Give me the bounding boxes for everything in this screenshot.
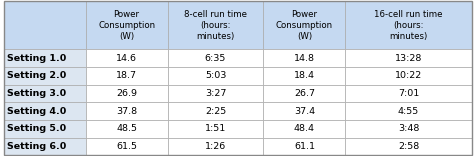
Text: 37.4: 37.4 <box>294 107 315 116</box>
Text: 3:48: 3:48 <box>398 124 419 133</box>
Text: 2:58: 2:58 <box>398 142 419 151</box>
Text: 26.9: 26.9 <box>116 89 137 98</box>
Text: 4:55: 4:55 <box>398 107 419 116</box>
Text: Power
Consumption
(W): Power Consumption (W) <box>276 10 333 41</box>
Text: 1:51: 1:51 <box>205 124 226 133</box>
Text: 6:35: 6:35 <box>205 54 226 63</box>
Text: 61.1: 61.1 <box>294 142 315 151</box>
Text: Setting 4.0: Setting 4.0 <box>7 107 66 116</box>
Text: Setting 5.0: Setting 5.0 <box>7 124 66 133</box>
Text: 26.7: 26.7 <box>294 89 315 98</box>
Text: 1:26: 1:26 <box>205 142 226 151</box>
Text: 13:28: 13:28 <box>395 54 422 63</box>
Text: Setting 3.0: Setting 3.0 <box>7 89 66 98</box>
Text: 48.4: 48.4 <box>294 124 315 133</box>
Text: 16-cell run time
(hours:
minutes): 16-cell run time (hours: minutes) <box>374 10 443 41</box>
Text: 8-cell run time
(hours:
minutes): 8-cell run time (hours: minutes) <box>184 10 247 41</box>
Text: 14.8: 14.8 <box>294 54 315 63</box>
Text: 37.8: 37.8 <box>116 107 137 116</box>
Text: 48.5: 48.5 <box>116 124 137 133</box>
Text: 3:27: 3:27 <box>205 89 226 98</box>
Text: 18.4: 18.4 <box>294 71 315 80</box>
Text: 7:01: 7:01 <box>398 89 419 98</box>
Text: 10:22: 10:22 <box>395 71 422 80</box>
Text: 61.5: 61.5 <box>116 142 137 151</box>
Text: 5:03: 5:03 <box>205 71 226 80</box>
Text: Setting 2.0: Setting 2.0 <box>7 71 66 80</box>
Text: Power
Consumption
(W): Power Consumption (W) <box>98 10 155 41</box>
Text: 2:25: 2:25 <box>205 107 226 116</box>
Text: 14.6: 14.6 <box>116 54 137 63</box>
Text: Setting 1.0: Setting 1.0 <box>7 54 66 63</box>
Text: 18.7: 18.7 <box>116 71 137 80</box>
Text: Setting 6.0: Setting 6.0 <box>7 142 66 151</box>
